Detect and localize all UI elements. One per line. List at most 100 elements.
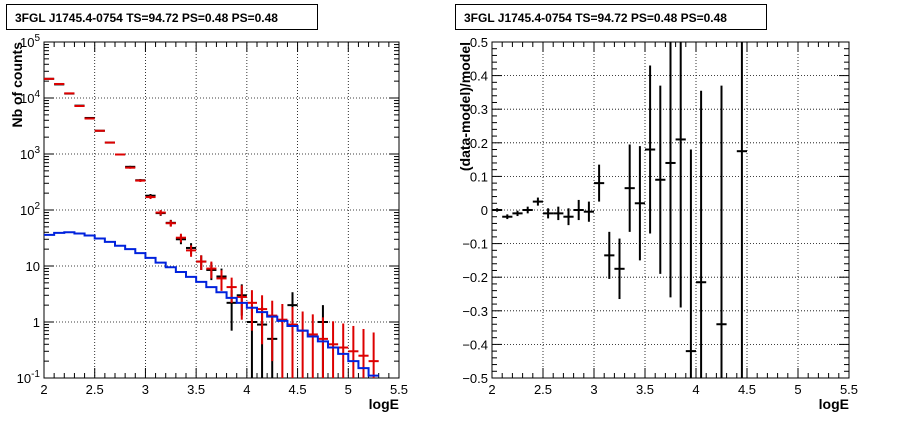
right-data-point <box>594 164 605 202</box>
right-y-tick-label: −0.5 <box>462 371 488 386</box>
left-data-point <box>155 210 166 216</box>
right-y-tick-label: 0.1 <box>470 169 488 184</box>
right-data-point <box>563 208 574 226</box>
right-x-axis-label: logE <box>819 396 849 412</box>
right-y-tick-label: 0.4 <box>470 69 488 84</box>
left-data-point <box>125 166 136 169</box>
left-y-axis-label: Nb of counts <box>9 42 25 128</box>
left-data-point <box>94 129 105 132</box>
left-data-point <box>196 255 207 270</box>
left-series-1 <box>44 77 379 378</box>
left-x-tick-label: 2 <box>40 382 47 397</box>
left-data-point <box>74 104 85 107</box>
left-data-point <box>317 317 328 378</box>
left-x-tick-label: 4 <box>243 382 250 397</box>
right-data-point <box>573 199 584 221</box>
left-data-point <box>104 141 115 144</box>
left-data-point <box>145 195 156 200</box>
left-data-point <box>338 323 349 378</box>
left-data-point <box>115 153 126 156</box>
left-x-tick-label: 3.5 <box>187 382 205 397</box>
right-data-point <box>696 90 707 378</box>
right-x-tick-label: 2.5 <box>534 382 552 397</box>
left-data-point <box>267 300 278 362</box>
right-grid <box>492 42 849 378</box>
right-data-point <box>492 208 503 212</box>
right-data-point <box>624 144 635 232</box>
left-data-point <box>216 270 227 291</box>
right-x-tick-label: 2 <box>488 382 495 397</box>
right-y-tick-label: −0.1 <box>462 237 488 252</box>
right-y-tick-label: −0.2 <box>462 270 488 285</box>
left-x-tick-label: 5.5 <box>390 382 408 397</box>
right-data-point <box>604 231 615 279</box>
left-data-point <box>287 307 298 378</box>
left-data-point <box>277 303 288 378</box>
right-y-tick-label: −0.4 <box>462 337 488 352</box>
left-y-tick-label: 10 <box>26 259 40 274</box>
right-data-point <box>665 42 676 298</box>
left-data-point <box>186 245 197 257</box>
right-data-point <box>553 206 564 221</box>
right-chart-title: 3FGL J1745.4-0754 TS=94.72 PS=0.48 PS=0.… <box>455 4 767 30</box>
right-data-point <box>522 206 533 214</box>
left-data-point <box>246 290 257 331</box>
left-series-0 <box>44 77 328 378</box>
left-y-tick-label: 10-1 <box>17 369 41 386</box>
right-x-tick-label: 4.5 <box>738 382 756 397</box>
right-data-point <box>502 214 513 220</box>
right-data-point <box>736 42 747 378</box>
left-x-axis-label: logE <box>369 396 399 412</box>
left-data-point <box>257 295 268 345</box>
left-grid <box>44 42 399 378</box>
right-x-tick-label: 5.5 <box>840 382 858 397</box>
left-data-point <box>206 261 217 279</box>
right-data-point <box>543 208 554 219</box>
right-series-0 <box>492 42 747 378</box>
left-y-tick-label: 104 <box>20 89 40 106</box>
left-y-tick-label: 105 <box>20 33 40 50</box>
right-data-point <box>655 85 666 274</box>
left-data-point <box>175 233 186 243</box>
right-y-tick-label: 0 <box>481 203 488 218</box>
right-data-point <box>512 210 523 217</box>
left-data-point <box>226 277 237 303</box>
left-y-tick-label: 1 <box>33 315 40 330</box>
left-chart-title: 3FGL J1745.4-0754 TS=94.72 PS=0.48 PS=0.… <box>6 4 318 30</box>
left-data-point <box>328 321 339 378</box>
right-y-tick-label: 0.5 <box>470 35 488 50</box>
right-data-point <box>685 149 696 378</box>
right-data-point <box>716 85 727 378</box>
right-y-tick-label: 0.3 <box>470 102 488 117</box>
left-data-point <box>358 328 369 378</box>
right-y-tick-label: 0.2 <box>470 136 488 151</box>
left-series-2 <box>44 231 379 377</box>
left-y-tick-label: 103 <box>20 145 40 162</box>
left-model-step-line <box>44 231 379 377</box>
left-data-point <box>368 332 379 378</box>
left-x-tick-label: 3 <box>142 382 149 397</box>
right-x-tick-label: 3.5 <box>636 382 654 397</box>
left-y-tick-label: 102 <box>20 201 40 218</box>
left-data-point <box>348 325 359 378</box>
left-data-point <box>165 220 176 227</box>
right-data-point <box>634 146 645 261</box>
right-data-point <box>583 201 594 222</box>
left-data-point <box>307 314 318 378</box>
right-x-tick-label: 3 <box>590 382 597 397</box>
left-x-tick-label: 4.5 <box>289 382 307 397</box>
right-y-tick-label: −0.3 <box>462 304 488 319</box>
right-data-point <box>614 238 625 300</box>
right-data-point <box>645 65 656 234</box>
left-data-point <box>297 311 308 378</box>
left-data-point <box>135 179 146 182</box>
right-y-axis-label: (data-model)/model <box>457 42 473 171</box>
left-data-point <box>84 117 95 120</box>
right-data-point <box>675 42 686 308</box>
right-data-point <box>532 197 543 206</box>
right-x-tick-label: 5 <box>794 382 801 397</box>
left-x-tick-label: 2.5 <box>86 382 104 397</box>
